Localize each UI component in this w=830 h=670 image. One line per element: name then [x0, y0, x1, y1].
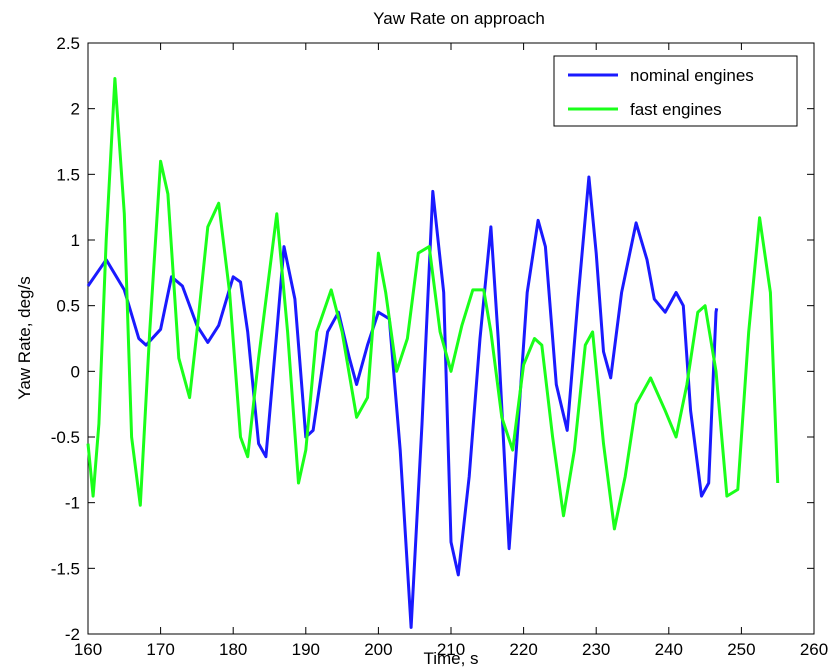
y-tick-label: 2 [71, 100, 80, 119]
x-tick-label: 170 [146, 640, 174, 659]
x-tick-label: 240 [655, 640, 683, 659]
y-tick-label: -1.5 [51, 559, 80, 578]
x-tick-label: 200 [364, 640, 392, 659]
y-tick-label: -0.5 [51, 428, 80, 447]
tick-labels-group: 160 170 180 190 200 210 220 230 240 250 260-2-1.5-… [51, 34, 828, 659]
y-tick-label: 0.5 [56, 297, 80, 316]
chart-title: Yaw Rate on approach [373, 9, 545, 28]
legend-label-fast-engines: fast engines [630, 100, 722, 119]
x-tick-label: 220 [509, 640, 537, 659]
series-line-nominal-engines [86, 175, 719, 629]
y-tick-label: -2 [65, 625, 80, 644]
y-axis-label: Yaw Rate, deg/s [15, 276, 34, 399]
x-tick-label: 180 [219, 640, 247, 659]
series-line-fast-engines [86, 77, 780, 531]
legend-box [553, 55, 798, 127]
y-tick-label: 1.5 [56, 165, 80, 184]
x-tick-label: 190 [292, 640, 320, 659]
y-tick-label: 0 [71, 362, 80, 381]
y-tick-label: 1 [71, 231, 80, 250]
legend-label-nominal-engines: nominal engines [630, 66, 754, 85]
x-tick-label: 210 [437, 640, 465, 659]
x-tick-label: 230 [582, 640, 610, 659]
y-tick-label: 2.5 [56, 34, 80, 53]
ticks-group [87, 42, 815, 635]
y-tick-label: -1 [65, 494, 80, 513]
legend: nominal engines fast engines [553, 55, 798, 127]
x-tick-label: 250 [727, 640, 755, 659]
x-axis-label: Time, s [423, 649, 478, 668]
series-group [86, 77, 780, 629]
x-tick-label: 160 [74, 640, 102, 659]
x-tick-label: 260 [800, 640, 828, 659]
